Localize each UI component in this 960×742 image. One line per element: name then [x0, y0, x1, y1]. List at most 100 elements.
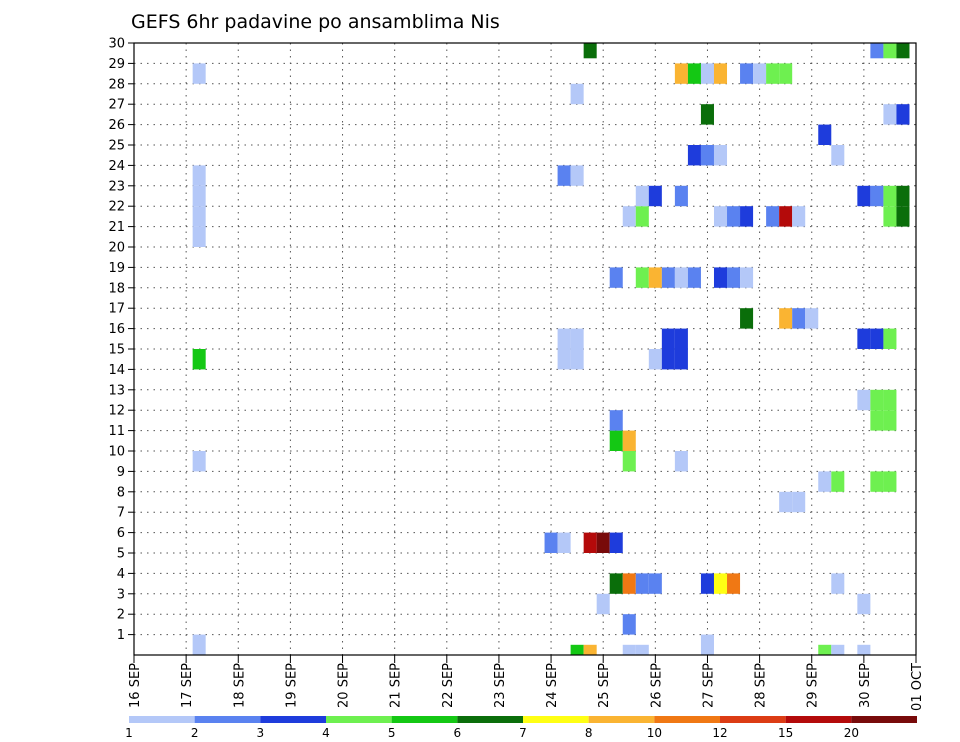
precip-cell — [727, 573, 741, 594]
precip-cell — [622, 644, 636, 655]
colorbar-segment — [260, 716, 326, 723]
precip-cell — [870, 471, 884, 492]
y-tick-label: 29 — [108, 57, 125, 72]
y-tick-label: 3 — [117, 587, 125, 602]
precip-cell — [857, 389, 871, 411]
x-tick-label: 22 SEP — [441, 663, 456, 708]
colorbar-segment — [588, 716, 655, 723]
y-tick-label: 9 — [117, 465, 125, 480]
precip-cell — [896, 104, 910, 125]
precip-cell — [805, 308, 819, 329]
y-tick-label: 25 — [108, 139, 125, 154]
precip-cell — [740, 63, 754, 84]
precip-cell — [192, 451, 206, 472]
precip-cell — [648, 185, 662, 207]
precip-cell — [883, 328, 897, 349]
precip-cell — [557, 328, 571, 349]
x-tick-label: 23 SEP — [493, 663, 508, 708]
colorbar-label: 6 — [454, 726, 462, 740]
precip-cell — [609, 573, 623, 594]
precip-cell — [700, 104, 714, 125]
y-tick-label: 16 — [108, 322, 125, 337]
precip-cell — [674, 328, 688, 349]
precip-cell — [674, 63, 688, 84]
y-axis: 1234567891011121314151617181920212223242… — [108, 37, 134, 643]
colorbar-label: 1 — [125, 726, 133, 740]
precip-cell — [622, 573, 636, 594]
precipitation-cells — [192, 43, 910, 655]
colorbar-segment — [129, 716, 195, 723]
x-tick-label: 21 SEP — [389, 663, 404, 708]
precip-cell — [740, 308, 754, 329]
y-tick-label: 6 — [117, 526, 125, 541]
precip-cell — [544, 532, 558, 553]
precip-cell — [700, 145, 714, 166]
precip-cell — [818, 124, 832, 145]
precip-cell — [779, 63, 793, 84]
precip-cell — [570, 83, 584, 105]
precip-cell — [661, 267, 675, 288]
x-tick-label: 01 OCT — [910, 663, 925, 711]
y-tick-label: 7 — [117, 506, 125, 521]
precip-cell — [753, 63, 767, 84]
precip-cell — [740, 206, 754, 227]
x-tick-label: 30 SEP — [858, 663, 873, 708]
x-axis: 16 SEP 17 SEP 18 SEP 19 SEP 20 SEP 21 SEP 22 S… — [128, 655, 925, 711]
colorbar-label: 8 — [585, 726, 593, 740]
precip-cell — [661, 328, 675, 349]
y-tick-label: 24 — [108, 159, 125, 174]
precip-cell — [883, 185, 897, 207]
precip-cell — [857, 593, 871, 615]
y-tick-label: 8 — [117, 485, 125, 500]
colorbar-label: 5 — [388, 726, 396, 740]
precip-cell — [831, 145, 845, 166]
precip-cell — [570, 349, 584, 370]
colorbar-segment — [391, 716, 458, 723]
precip-cell — [192, 226, 206, 247]
y-tick-label: 11 — [108, 424, 125, 439]
x-tick-label: 26 SEP — [649, 663, 664, 708]
precip-cell — [192, 165, 206, 186]
x-tick-label: 29 SEP — [806, 663, 821, 708]
precip-cell — [883, 43, 897, 59]
precip-cell — [648, 573, 662, 594]
y-tick-label: 12 — [108, 404, 125, 419]
colorbar-segment — [720, 716, 786, 723]
precip-cell — [192, 185, 206, 207]
colorbar-label: 3 — [257, 726, 265, 740]
precip-cell — [570, 328, 584, 349]
precip-cell — [674, 267, 688, 288]
precip-cell — [883, 104, 897, 125]
colorbar-label: 4 — [322, 726, 330, 740]
y-tick-label: 13 — [108, 383, 125, 398]
precip-cell — [609, 267, 623, 288]
colorbar-label: 20 — [844, 726, 859, 740]
precip-cell — [792, 491, 806, 513]
precip-cell — [557, 349, 571, 370]
precip-cell — [648, 267, 662, 288]
precip-cell — [635, 644, 649, 655]
precip-cell — [192, 349, 206, 370]
y-tick-label: 15 — [108, 343, 125, 358]
precip-cell — [687, 145, 701, 166]
precip-cell — [883, 471, 897, 492]
y-tick-label: 1 — [117, 628, 125, 643]
precip-cell — [792, 206, 806, 227]
precip-cell — [831, 644, 845, 655]
precip-cell — [740, 267, 754, 288]
y-tick-label: 30 — [108, 37, 125, 52]
y-tick-label: 10 — [108, 445, 125, 460]
y-tick-label: 28 — [108, 77, 125, 92]
precip-cell — [883, 410, 897, 431]
precip-cell — [609, 532, 623, 553]
colorbar-segment — [194, 716, 261, 723]
colorbar-segment — [457, 716, 523, 723]
precip-cell — [870, 410, 884, 431]
y-tick-label: 22 — [108, 200, 125, 215]
precip-cell — [674, 349, 688, 370]
y-tick-label: 5 — [117, 547, 125, 562]
colorbar: 1 2 3 4 5 6 7 8 10 12 15 20 — [125, 716, 917, 740]
precip-cell — [609, 430, 623, 451]
precip-cell — [831, 471, 845, 492]
precip-cell — [192, 634, 206, 655]
